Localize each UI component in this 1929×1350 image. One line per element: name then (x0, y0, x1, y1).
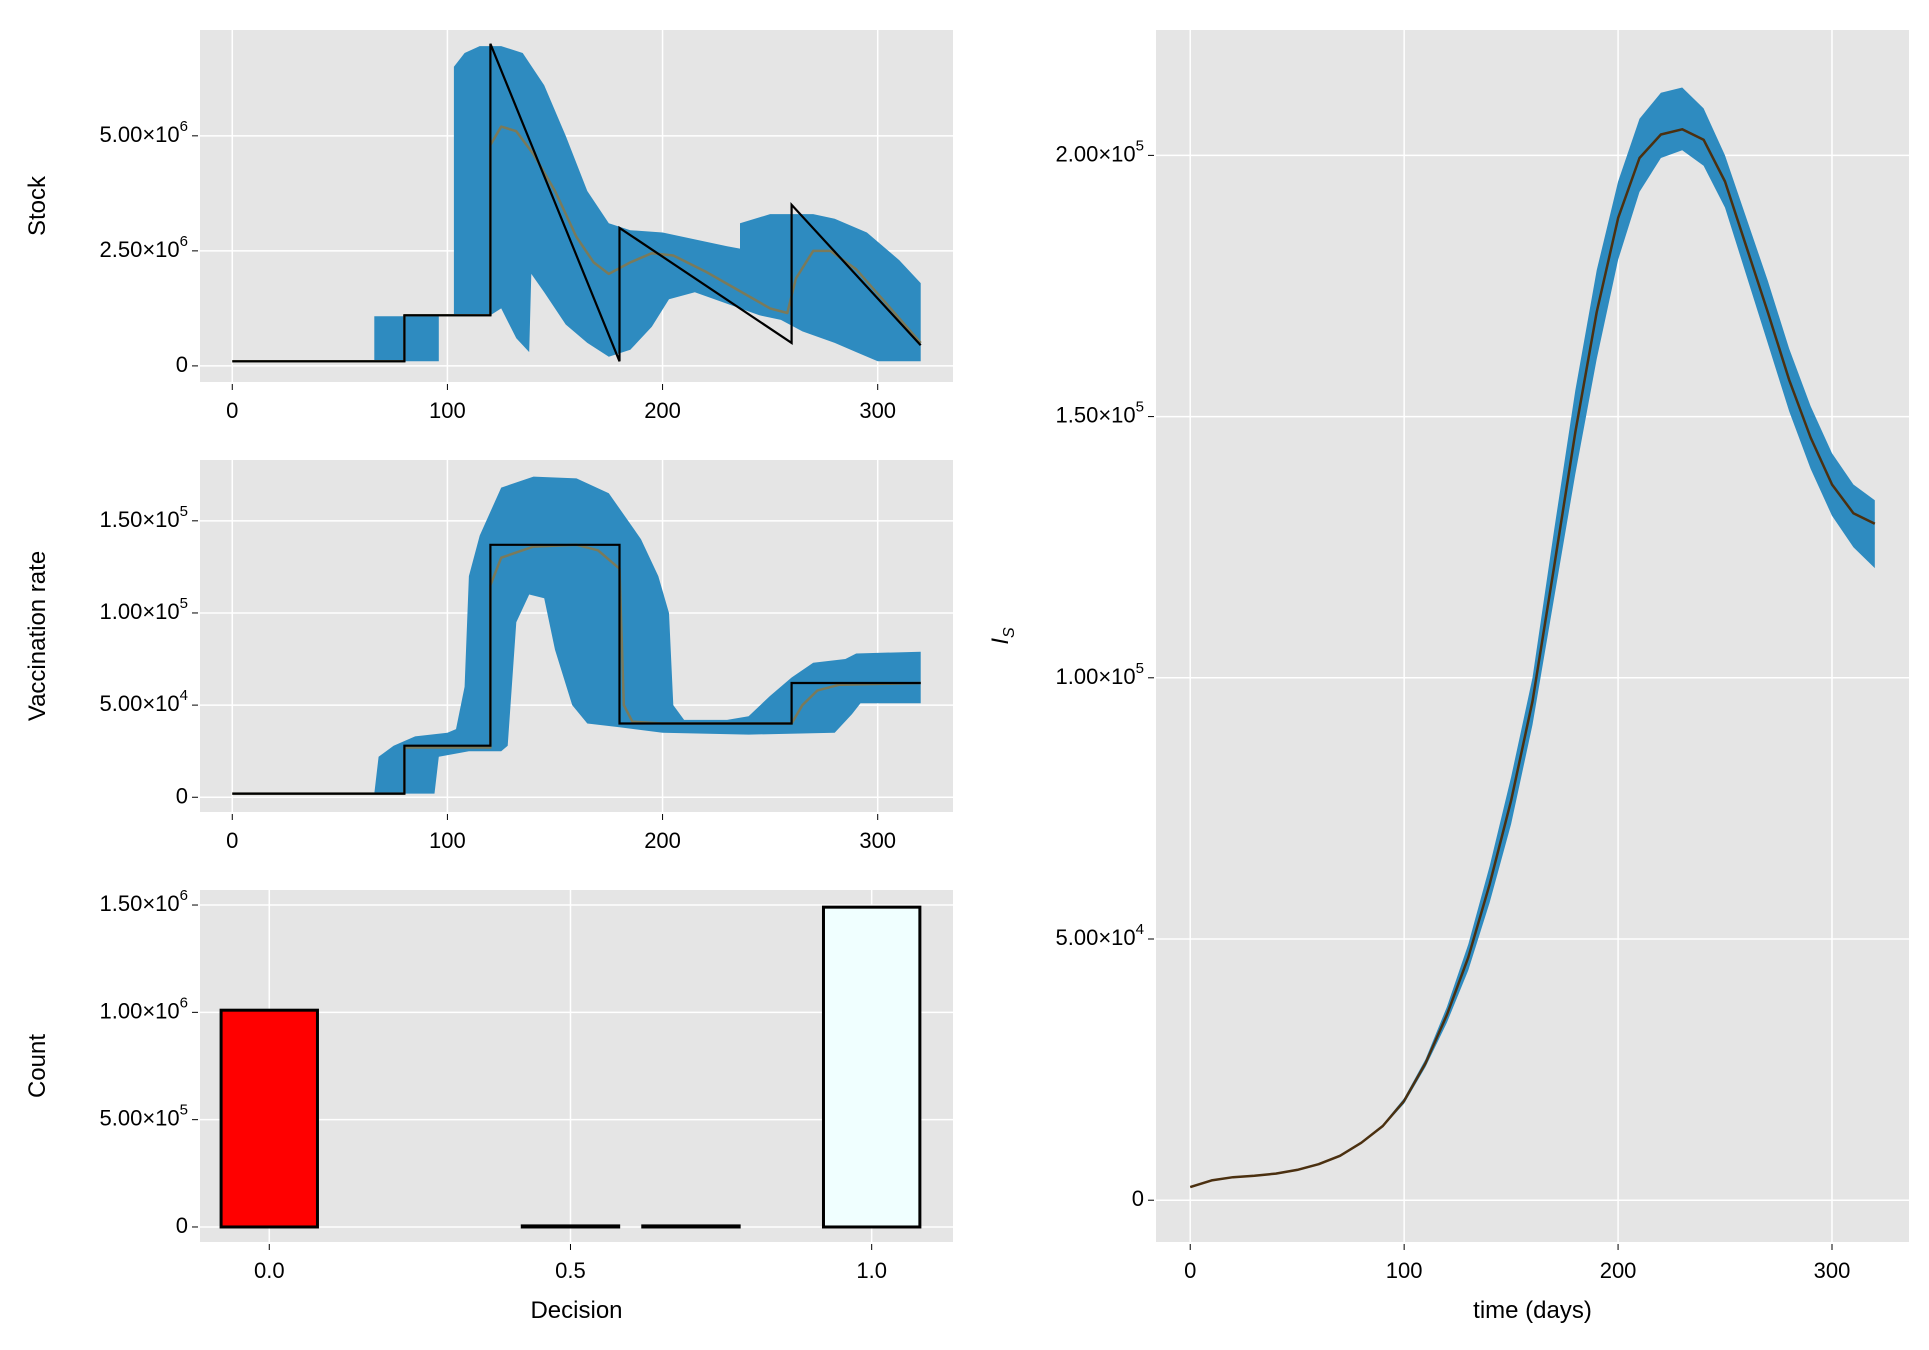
infected-y-tick-label: 2.00×105 (1056, 137, 1144, 166)
vaccination-y-axis-label: Vaccination rate (24, 551, 51, 721)
stock-y-tick-label: 0 (176, 352, 188, 377)
decision-histogram-panel: 0.0 0.5 1.0 0 5.00×105 1.00×106 1.50×106 Count D… (24, 887, 953, 1324)
infected-y-tick-label: 1.50×105 (1056, 399, 1144, 428)
decision-bar (520, 1224, 621, 1229)
vaccination-mean-line (232, 543, 921, 795)
infected-mean-line (1189, 128, 1876, 1189)
infected-y-tick-label: 5.00×104 (1056, 921, 1144, 950)
infected-x-axis-label: time (days) (1473, 1297, 1592, 1324)
decision-x-tick-label: 0.5 (555, 1258, 586, 1283)
stock-deterministic-line (232, 43, 922, 363)
stock-x-tick-label: 300 (859, 398, 896, 423)
decision-y-tick-label: 5.00×105 (100, 1102, 188, 1131)
decision-y-tick-label: 1.50×106 (100, 887, 188, 916)
vaccination-uncertainty-band (232, 476, 921, 794)
stock-uncertainty-band (232, 46, 921, 362)
decision-bar (821, 905, 922, 1229)
stock-x-tick-label: 0 (226, 398, 238, 423)
decision-x-tick-label: 0.0 (254, 1258, 285, 1283)
infected-panel: 0 100 200 300 0 5.00×104 1.00×105 1.50×105 2.00×… (987, 30, 1909, 1324)
stock-y-tick-label: 5.00×106 (100, 118, 188, 147)
vaccination-rate-panel: 0 100 200 300 0 5.00×104 1.00×105 1.50×105 Vacci… (24, 460, 953, 853)
stock-y-tick-label: 2.50×106 (100, 233, 188, 262)
infected-x-tick-label: 0 (1184, 1258, 1196, 1283)
decision-y-axis-label: Count (24, 1034, 51, 1098)
decision-x-tick-label: 1.0 (856, 1258, 887, 1283)
vaccination-y-tick-label: 1.50×105 (100, 503, 188, 532)
vaccination-x-tick-label: 0 (226, 828, 238, 853)
decision-y-tick-label: 0 (176, 1213, 188, 1238)
vaccination-y-tick-label: 0 (176, 783, 188, 808)
infected-y-axis-label: IS (987, 627, 1018, 645)
stock-x-tick-label: 200 (644, 398, 681, 423)
vaccination-y-tick-label: 5.00×104 (100, 687, 188, 716)
stock-x-tick-label: 100 (429, 398, 466, 423)
stock-panel: 0 100 200 300 0 2.50×106 5.00×106 Stock (24, 30, 953, 423)
stock-y-axis-label: Stock (24, 175, 51, 236)
infected-x-tick-label: 200 (1600, 1258, 1637, 1283)
vaccination-y-tick-label: 1.00×105 (100, 595, 188, 624)
infected-y-tick-label: 0 (1132, 1186, 1144, 1211)
decision-bar (641, 1224, 741, 1229)
decision-y-tick-label: 1.00×106 (100, 994, 188, 1023)
vaccination-x-tick-label: 100 (429, 828, 466, 853)
decision-x-axis-label: Decision (530, 1297, 622, 1324)
infected-x-tick-label: 300 (1814, 1258, 1851, 1283)
decision-bar (219, 1008, 319, 1229)
vaccination-deterministic-line (232, 543, 921, 795)
infected-y-tick-label: 1.00×105 (1056, 660, 1144, 689)
vaccination-x-tick-label: 200 (644, 828, 681, 853)
vaccination-x-tick-label: 300 (859, 828, 896, 853)
infected-plot-area (1156, 30, 1909, 1242)
infected-x-tick-label: 100 (1386, 1258, 1423, 1283)
